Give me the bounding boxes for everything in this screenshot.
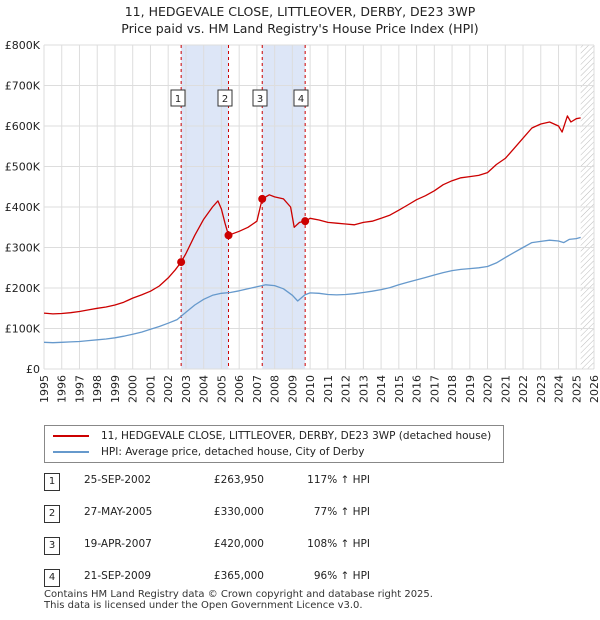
x-tick-label: 1997 [73,375,86,403]
x-tick-label: 2018 [446,375,459,403]
property-price-line [44,115,581,315]
y-tick-label: £700K [5,80,41,93]
x-tick-label: 1998 [91,375,104,403]
sale-marker-box [217,89,233,107]
y-tick-label: £400K [5,201,41,214]
x-tick-label: 2020 [482,375,495,403]
x-tick-label: 2009 [286,375,299,403]
legend-label-property: 11, HEDGEVALE CLOSE, LITTLEOVER, DERBY, … [101,430,492,442]
sale-row: 1 25-SEP-2002 £263,950 117% ↑ HPI [44,472,564,492]
x-tick-label: 2004 [198,375,211,403]
x-tick-label: 2017 [428,375,441,403]
y-tick-label: £500K [5,161,41,174]
x-tick-label: 2011 [322,375,335,403]
sale-marker-box [293,89,309,107]
sale-row: 4 21-SEP-2009 £365,000 96% ↑ HPI [44,568,564,588]
x-tick-label: 2008 [269,375,282,403]
sale-marker-label: 3 [257,94,263,105]
x-tick-label: 2010 [304,375,317,403]
sale-point [177,258,186,267]
sale-hpi-change: 117% ↑ HPI [307,474,370,486]
sale-number: 4 [44,569,60,587]
sale-number: 1 [44,473,60,491]
x-tick-label: 2003 [180,375,193,403]
x-tick-label: 2005 [215,375,228,403]
sale-date: 21-SEP-2009 [84,570,152,582]
sale-marker-label: 4 [298,94,304,105]
sale-price: £263,950 [213,474,264,486]
sale-hpi-change: 77% ↑ HPI [313,506,370,518]
sale-point [224,231,233,240]
legend: 11, HEDGEVALE CLOSE, LITTLEOVER, DERBY, … [44,425,504,463]
x-tick-label: 2023 [535,375,548,403]
legend-line-hpi [53,451,89,453]
legend-line-property [53,435,89,437]
x-tick-label: 2014 [375,375,388,403]
sale-row: 2 27-MAY-2005 £330,000 77% ↑ HPI [44,504,564,524]
title-line-1: 11, HEDGEVALE CLOSE, LITTLEOVER, DERBY, … [124,4,476,19]
x-tick-label: 2000 [127,375,140,403]
y-tick-label: £800K [5,39,41,52]
sale-date: 19-APR-2007 [84,538,152,550]
sale-price: £330,000 [213,506,264,518]
x-tick-label: 2013 [357,375,370,403]
sale-number: 2 [44,505,60,523]
x-tick-label: 2006 [233,375,246,403]
x-tick-label: 2021 [499,375,512,403]
price-chart: 1 2 3 4 £0 £100K £200K £300K £400K £500K £600K £70… [5,39,600,403]
sale-hpi-change: 96% ↑ HPI [313,570,370,582]
footer-copyright: Contains HM Land Registry data © Crown c… [44,589,433,600]
x-tick-label: 2001 [144,375,157,403]
sale-point [258,194,267,203]
sale-hpi-change: 108% ↑ HPI [307,538,370,550]
sale-date: 27-MAY-2005 [84,506,153,518]
x-tick-label: 2015 [393,375,406,403]
footer: Contains HM Land Registry data © Crown c… [44,589,433,611]
x-tick-label: 2026 [588,375,600,403]
y-tick-label: £300K [5,242,41,255]
x-tick-label: 2012 [340,375,353,403]
x-tick-label: 2016 [411,375,424,403]
y-tick-label: £200K [5,282,41,295]
x-tick-label: 2007 [251,375,264,403]
sale-price: £420,000 [213,538,264,550]
sale-number: 3 [44,537,60,555]
y-tick-label: £100K [5,323,41,336]
y-tick-label: £0 [26,363,40,376]
y-tick-label: £600K [5,120,41,133]
sale-row: 3 19-APR-2007 £420,000 108% ↑ HPI [44,536,564,556]
x-tick-label: 1999 [109,375,122,403]
sale-marker-box [252,89,268,107]
x-tick-label: 2019 [464,375,477,403]
sale-marker-box [170,89,186,107]
x-tick-label: 2025 [570,375,583,403]
footer-licence: This data is licensed under the Open Gov… [44,600,363,611]
legend-label-hpi: HPI: Average price, detached house, City… [101,446,365,458]
x-tick-label: 2022 [517,375,530,403]
x-tick-label: 1995 [38,375,51,403]
sale-price: £365,000 [213,570,264,582]
sale-marker-label: 1 [175,94,181,105]
title-line-2: Price paid vs. HM Land Registry's House … [121,21,479,36]
chart-title: 11, HEDGEVALE CLOSE, LITTLEOVER, DERBY, … [0,3,600,37]
sale-marker-label: 2 [222,94,228,105]
x-tick-label: 1996 [56,375,69,403]
hpi-line [44,236,581,344]
sale-date: 25-SEP-2002 [84,474,152,486]
sale-point [301,217,310,226]
x-tick-label: 2024 [553,375,566,403]
x-tick-label: 2002 [162,375,175,403]
